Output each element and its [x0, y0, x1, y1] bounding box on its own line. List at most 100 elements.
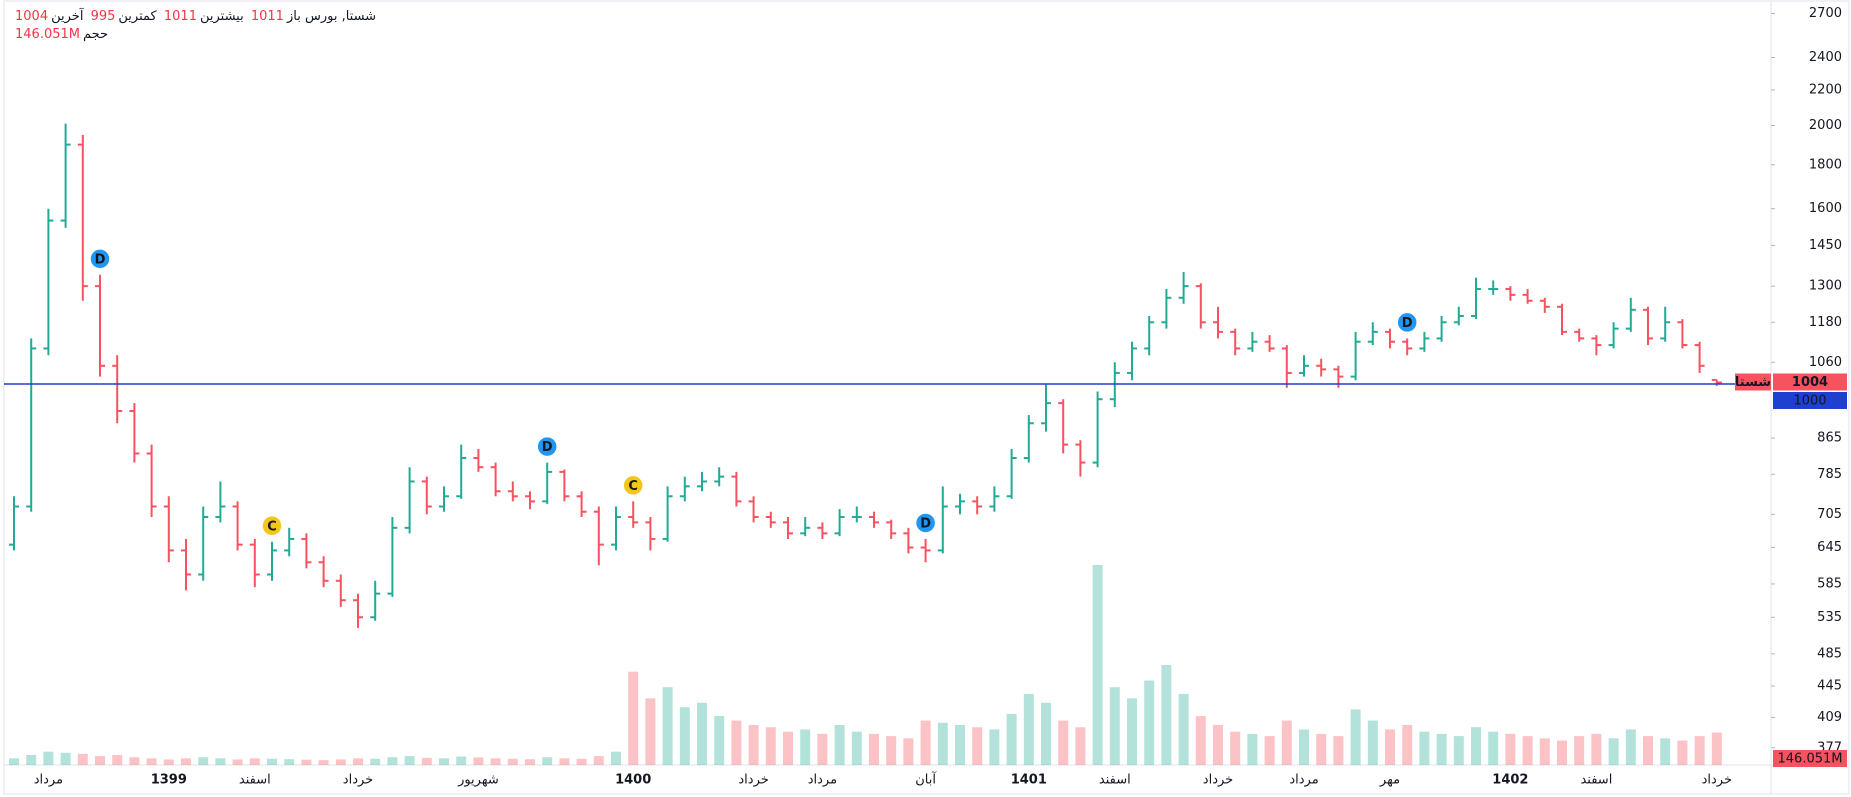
volume-bar	[181, 758, 191, 765]
event-marker	[536, 435, 558, 458]
x-tick-label: اسفند	[1580, 773, 1612, 788]
y-tick-label: 705	[1817, 507, 1842, 522]
volume-bar	[1316, 733, 1327, 765]
low-label: کمترین	[118, 9, 157, 24]
y-tick-label: 535	[1817, 610, 1842, 625]
volume-bar	[1694, 736, 1705, 765]
x-tick-label: خرداد	[343, 773, 373, 788]
volume-bar	[1402, 725, 1413, 765]
volume-bar	[1264, 736, 1275, 765]
volume-bar	[1643, 736, 1653, 765]
x-tick-label: 1401	[1011, 773, 1047, 788]
event-marker	[261, 515, 283, 537]
volume-bar	[1385, 729, 1395, 765]
volume-bar	[1006, 713, 1017, 765]
volume-label-box	[1773, 750, 1847, 767]
volume-bar	[1247, 733, 1258, 765]
volume-bar	[765, 727, 776, 765]
volume-bar	[1591, 733, 1602, 765]
volume-bar	[1127, 698, 1137, 765]
y-tick-label: 1450	[1809, 238, 1842, 253]
symbol-tag-box	[1735, 373, 1771, 391]
x-tick-label: اسفند	[239, 773, 271, 788]
event-marker	[914, 512, 937, 534]
volume-bar	[146, 758, 157, 765]
volume-bar	[851, 731, 862, 765]
volume-bar	[714, 716, 725, 765]
y-tick-label: 445	[1817, 678, 1842, 693]
y-tick-label: 409	[1817, 710, 1842, 725]
legend-row: شستا, بورس باز1011 بیشترین1011 کمترین995…	[12, 8, 376, 26]
event-label: C	[267, 519, 277, 534]
x-tick-label: 1402	[1492, 773, 1528, 788]
event-marker	[622, 474, 644, 497]
volume-bar	[1608, 738, 1619, 765]
volume-bar	[1281, 720, 1292, 765]
volume-bar	[834, 725, 845, 765]
volume-bar	[1350, 709, 1361, 765]
volume-bar	[1471, 727, 1481, 765]
volume-bar	[1453, 736, 1464, 765]
volume-bar	[198, 757, 209, 765]
volume-bar	[507, 758, 518, 765]
close-label: آخرین	[51, 9, 84, 24]
high-value: 1011	[163, 9, 197, 24]
volume-bar	[937, 722, 948, 765]
volume-bar	[249, 758, 260, 765]
volume-bar	[1178, 693, 1189, 765]
last-price-box	[1773, 373, 1847, 391]
volume-bar	[1144, 680, 1155, 765]
volume-label: حجم	[82, 27, 109, 42]
volume-bar	[525, 759, 535, 765]
volume-bar	[60, 752, 71, 765]
x-tick-label: مرداد	[1289, 773, 1318, 788]
y-tick-label: 865	[1817, 431, 1842, 446]
event-marker	[1396, 311, 1418, 334]
volume-bar	[1092, 565, 1103, 765]
volume-bar	[1522, 736, 1533, 765]
volume-bar	[679, 707, 690, 765]
x-tick-label: اسفند	[1099, 773, 1131, 788]
volume-bar	[95, 756, 105, 765]
y-tick-label: 2000	[1809, 118, 1842, 133]
volume-bar	[1488, 731, 1499, 765]
volume-bar	[576, 758, 587, 765]
volume-bar	[215, 758, 226, 765]
x-tick-label: آبان	[915, 771, 937, 788]
event-label: D	[920, 516, 931, 531]
volume-bar	[886, 736, 897, 765]
volume-bar	[1041, 702, 1051, 765]
volume-bar	[26, 755, 37, 765]
volume-bar	[77, 753, 88, 765]
y-tick-label: 585	[1817, 576, 1842, 591]
hline-label: 1000	[1793, 393, 1826, 408]
volume-bar	[903, 738, 914, 765]
event-label: D	[1402, 316, 1413, 331]
event-label: D	[95, 252, 106, 267]
volume-bar	[1660, 738, 1671, 765]
legend-row: حجم146.051M	[12, 26, 376, 44]
volume-bar	[370, 758, 381, 765]
volume-bar	[318, 760, 329, 765]
volume-bar	[611, 751, 621, 765]
volume-bar	[1195, 716, 1206, 765]
y-tick-label: 1180	[1809, 315, 1842, 330]
volume-bar	[1574, 736, 1585, 765]
volume-bar	[353, 758, 363, 765]
x-tick-label: مهر	[1379, 773, 1400, 788]
volume-bar	[1367, 720, 1378, 765]
volume-bar	[1058, 720, 1069, 765]
volume-last-label: 146.051M	[1778, 752, 1843, 767]
volume-bar	[731, 720, 742, 765]
volume-bar	[1023, 693, 1034, 765]
open-label: باز	[286, 9, 301, 24]
symbol-tag: شستا	[1735, 375, 1771, 390]
volume-bar	[232, 759, 243, 765]
volume-bar	[1419, 731, 1430, 765]
volume-bar	[1436, 733, 1447, 765]
volume-bar	[490, 758, 501, 765]
volume-bar	[301, 759, 312, 765]
hline-label-box	[1773, 391, 1847, 409]
x-tick-label: مرداد	[808, 773, 837, 788]
